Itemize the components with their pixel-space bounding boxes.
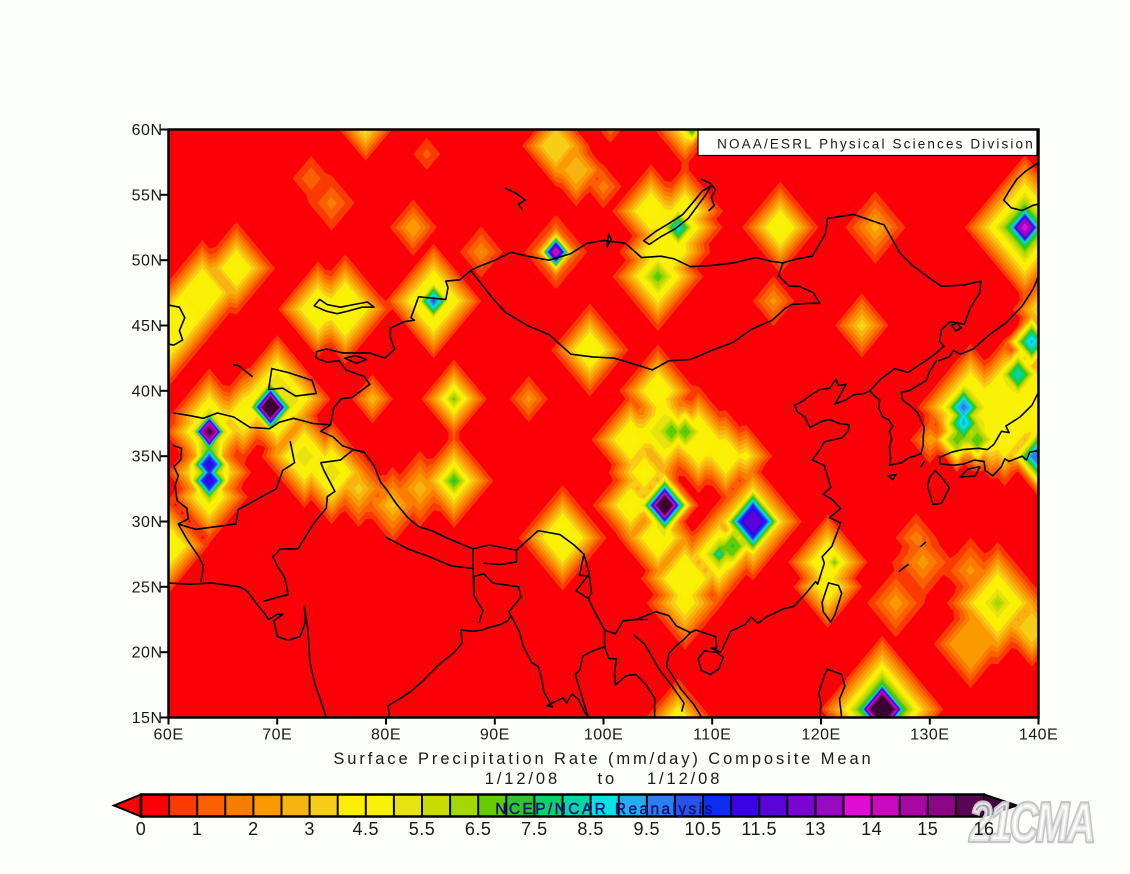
svg-text:130E: 130E [910,727,949,744]
svg-text:140E: 140E [1019,727,1058,744]
svg-text:100E: 100E [584,727,623,744]
svg-text:1: 1 [192,819,203,839]
svg-text:60N: 60N [132,122,163,139]
svg-text:25N: 25N [132,579,163,596]
svg-text:15N: 15N [132,710,163,727]
svg-text:45N: 45N [132,318,163,335]
svg-text:6.5: 6.5 [465,819,492,839]
svg-text:4.5: 4.5 [353,819,380,839]
svg-text:5.5: 5.5 [409,819,436,839]
svg-text:8.5: 8.5 [577,819,604,839]
svg-text:3: 3 [304,819,315,839]
svg-text:15: 15 [917,819,938,839]
svg-text:7.5: 7.5 [521,819,548,839]
svg-text:14: 14 [861,819,882,839]
svg-text:9.5: 9.5 [634,819,661,839]
svg-text:90E: 90E [480,727,510,744]
svg-text:NCEP/NCAR Reanalysis: NCEP/NCAR Reanalysis [495,801,714,818]
svg-text:70E: 70E [262,727,292,744]
svg-text:120E: 120E [801,727,840,744]
svg-text:NOAA/ESRL Physical Sciences Di: NOAA/ESRL Physical Sciences Division [717,137,1035,152]
svg-text:50N: 50N [132,253,163,270]
svg-text:2: 2 [248,819,259,839]
svg-text:40N: 40N [132,383,163,400]
svg-text:11.5: 11.5 [741,819,777,839]
svg-text:80E: 80E [371,727,401,744]
svg-text:30N: 30N [132,514,163,531]
svg-text:60E: 60E [154,727,184,744]
svg-text:0: 0 [136,819,147,839]
svg-text:Surface Precipitation Rate (mm: Surface Precipitation Rate (mm/day) Comp… [333,750,873,768]
svg-text:13: 13 [805,819,826,839]
svg-text:55N: 55N [132,187,163,204]
svg-text:1/12/08 to 1/12/08: 1/12/08 to 1/12/08 [485,770,723,788]
svg-text:16: 16 [973,819,994,839]
svg-text:110E: 110E [693,727,731,744]
svg-text:10.5: 10.5 [684,819,721,839]
svg-text:35N: 35N [132,449,163,466]
svg-text:20N: 20N [132,645,163,662]
svg-text:21CMA: 21CMA [969,793,1093,854]
